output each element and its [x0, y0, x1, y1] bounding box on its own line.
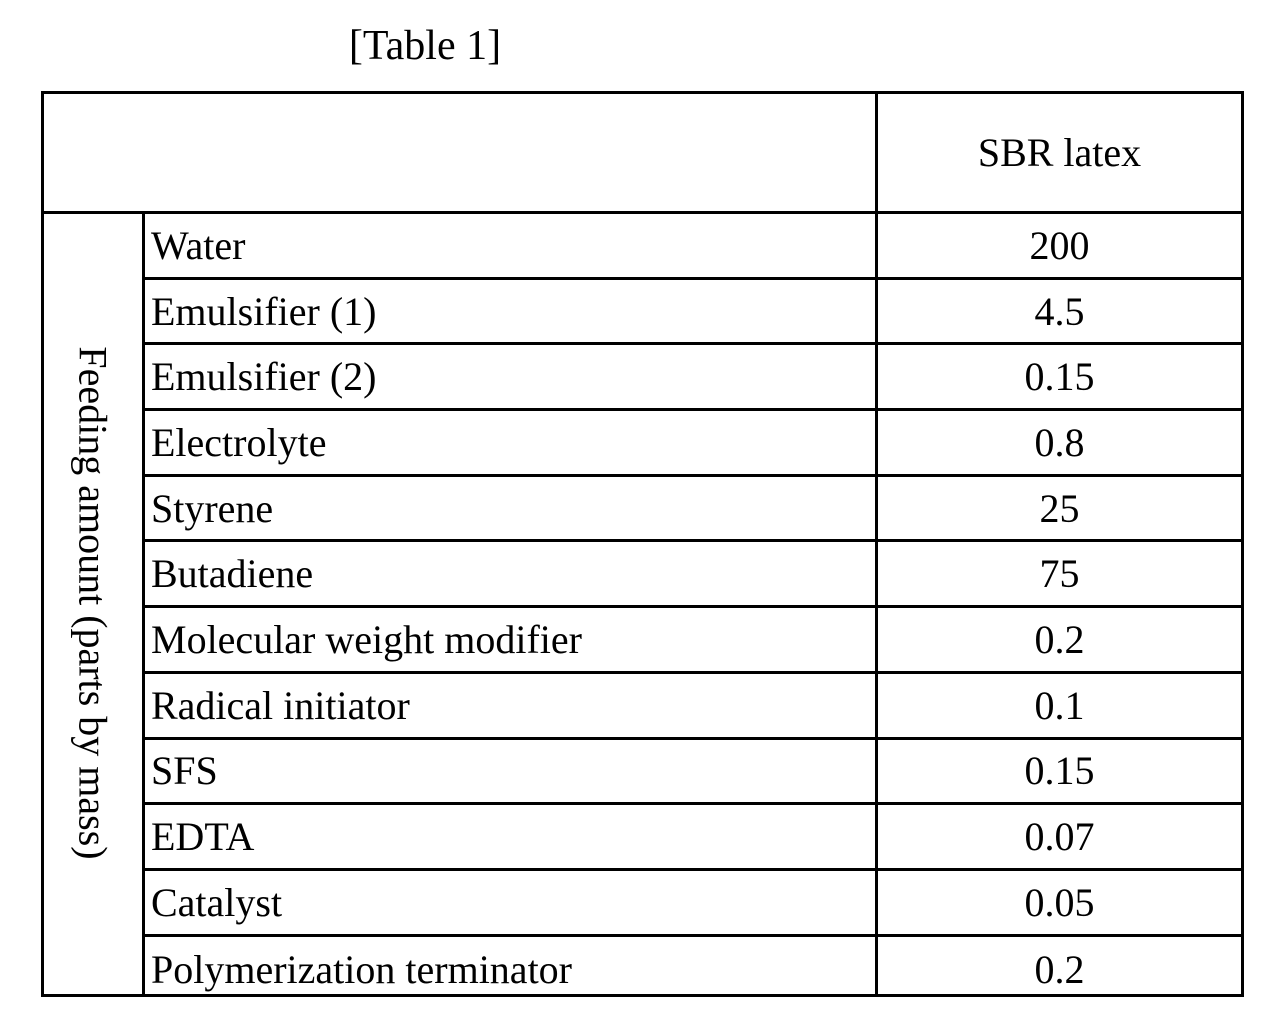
- row-name: Radical initiator: [151, 674, 410, 737]
- row-name: Molecular weight modifier: [151, 608, 582, 671]
- table-row: SFS 0.15: [145, 740, 1241, 806]
- row-name: EDTA: [151, 805, 254, 868]
- row-name: SFS: [151, 740, 218, 803]
- header-row: SBR latex: [44, 94, 1241, 214]
- row-name: Catalyst: [151, 871, 282, 934]
- row-value: 75: [878, 543, 1241, 606]
- table-title: [Table 1]: [300, 18, 550, 74]
- table-body: Water 200 Emulsifier (1) 4.5 Emulsifier (2) 0…: [145, 214, 1241, 994]
- table-row: Styrene 25: [145, 477, 1241, 543]
- row-name: Water: [151, 214, 246, 277]
- table-row: Water 200: [145, 214, 1241, 280]
- table-row: Emulsifier (2) 0.15: [145, 345, 1241, 411]
- row-value: 25: [878, 477, 1241, 540]
- row-value: 0.8: [878, 411, 1241, 474]
- table-row: Radical initiator 0.1: [145, 674, 1241, 740]
- row-group-cell: Feeding amount (parts by mass): [44, 211, 145, 994]
- table-row: Emulsifier (1) 4.5: [145, 280, 1241, 346]
- row-value: 0.2: [878, 937, 1241, 1003]
- row-value: 0.07: [878, 805, 1241, 868]
- table-row: Catalyst 0.05: [145, 871, 1241, 937]
- row-value: 4.5: [878, 280, 1241, 343]
- row-value: 0.2: [878, 608, 1241, 671]
- row-value: 0.15: [878, 740, 1241, 803]
- table-row: Butadiene 75: [145, 543, 1241, 609]
- table-row: EDTA 0.07: [145, 805, 1241, 871]
- column-header: SBR latex: [878, 94, 1241, 211]
- data-table: SBR latex Feeding amount (parts by mass)…: [41, 91, 1244, 997]
- row-name: Emulsifier (1): [151, 280, 377, 343]
- row-value: 0.1: [878, 674, 1241, 737]
- row-value: 0.05: [878, 871, 1241, 934]
- row-name: Emulsifier (2): [151, 345, 377, 408]
- row-value: 0.15: [878, 345, 1241, 408]
- row-name: Polymerization terminator: [151, 937, 572, 1003]
- row-name: Butadiene: [151, 543, 313, 606]
- table-row: Electrolyte 0.8: [145, 411, 1241, 477]
- row-name: Styrene: [151, 477, 273, 540]
- row-value: 200: [878, 214, 1241, 277]
- row-name: Electrolyte: [151, 411, 326, 474]
- table-row: Polymerization terminator 0.2: [145, 937, 1241, 1003]
- row-group-label: Feeding amount (parts by mass): [70, 346, 117, 859]
- table-row: Molecular weight modifier 0.2: [145, 608, 1241, 674]
